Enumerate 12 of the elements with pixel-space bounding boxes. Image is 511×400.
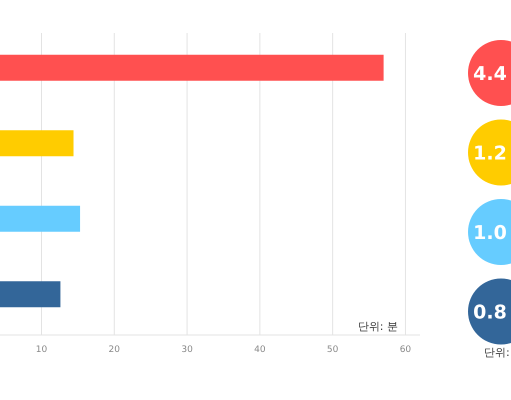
annotation: 단위: 분 bbox=[358, 320, 398, 333]
text: 단위: bbox=[484, 346, 510, 359]
data-label: 4.4 bbox=[473, 63, 507, 85]
x-tick-label: 50 bbox=[326, 345, 339, 355]
x-tick-label: 60 bbox=[400, 345, 412, 355]
x-tick-label: 40 bbox=[254, 345, 266, 355]
x-tick-label: 30 bbox=[181, 345, 194, 355]
data-label: 1.2 bbox=[473, 142, 507, 164]
x-tick-label: 20 bbox=[108, 345, 120, 355]
x-tick-label: 10 bbox=[36, 345, 48, 355]
data-label: 0.8 bbox=[473, 302, 507, 324]
data-label: 1.0 bbox=[473, 222, 507, 244]
